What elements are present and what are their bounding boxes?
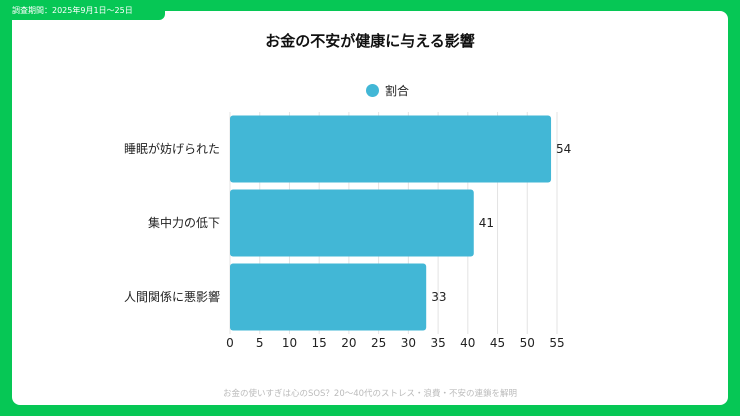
- bar: [230, 189, 474, 257]
- data-label: 41: [479, 216, 494, 230]
- x-tick-label: 45: [490, 336, 505, 350]
- x-tick-label: 15: [312, 336, 327, 350]
- survey-period-tag: 調査期間：2025年9月1日〜25日: [0, 0, 165, 20]
- x-tick-label: 20: [341, 336, 356, 350]
- category-label: 人間関係に悪影響: [124, 289, 220, 304]
- category-label: 睡眠が妨げられた: [124, 141, 220, 156]
- x-tick-label: 10: [282, 336, 297, 350]
- x-tick-label: 5: [256, 336, 264, 350]
- data-label: 54: [556, 142, 571, 156]
- x-tick-label: 0: [226, 336, 234, 350]
- legend-swatch: [366, 84, 379, 97]
- x-tick-label: 30: [401, 336, 416, 350]
- x-tick-label: 40: [460, 336, 475, 350]
- x-tick-label: 50: [520, 336, 535, 350]
- bar: [230, 263, 427, 331]
- x-tick-label: 35: [430, 336, 445, 350]
- x-tick-label: 25: [371, 336, 386, 350]
- x-tick-label: 55: [549, 336, 564, 350]
- data-label: 33: [431, 290, 446, 304]
- legend-label: 割合: [385, 84, 410, 98]
- chart-title: お金の不安が健康に与える影響: [265, 32, 475, 50]
- legend: 割合: [366, 82, 409, 99]
- footer-caption: お金の使いすぎは心のSOS？20〜40代のストレス・浪費・不安の連鎖を解明: [222, 389, 518, 399]
- category-label: 集中力の低下: [148, 215, 220, 230]
- bar: [230, 115, 552, 183]
